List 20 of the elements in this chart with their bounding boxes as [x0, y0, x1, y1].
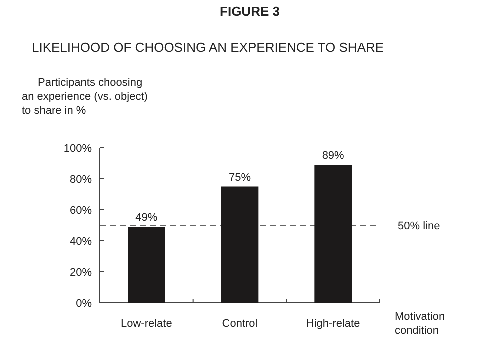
data-label: 89% [322, 150, 345, 162]
data-label: 49% [136, 212, 158, 224]
y-axis-title: Participants choosing an experience (vs. object) to share in % [22, 77, 148, 117]
y-tick-label: 80% [70, 174, 92, 186]
chart-title: FIGURE 3 [220, 4, 280, 19]
y-tick-label: 40% [70, 236, 92, 248]
bar [128, 227, 166, 303]
y-tick-label: 100% [64, 143, 92, 155]
ref-line-label: 50% line [398, 220, 440, 232]
x-tick-label: Control [222, 318, 258, 330]
x-tick-label: Low-relate [120, 318, 172, 330]
bar [221, 186, 259, 303]
data-label: 75% [228, 172, 252, 184]
bar [314, 165, 352, 303]
y-tick-label: 0% [76, 298, 92, 310]
y-tick-label: 60% [70, 205, 92, 217]
chart-subtitle: LIKELIHOOD OF CHOOSING AN EXPERIENCE TO SHARE [32, 40, 384, 55]
x-axis-title: Motivation condition [395, 311, 446, 337]
x-tick-label: High-relate [306, 318, 360, 330]
y-tick-label: 20% [70, 267, 92, 279]
